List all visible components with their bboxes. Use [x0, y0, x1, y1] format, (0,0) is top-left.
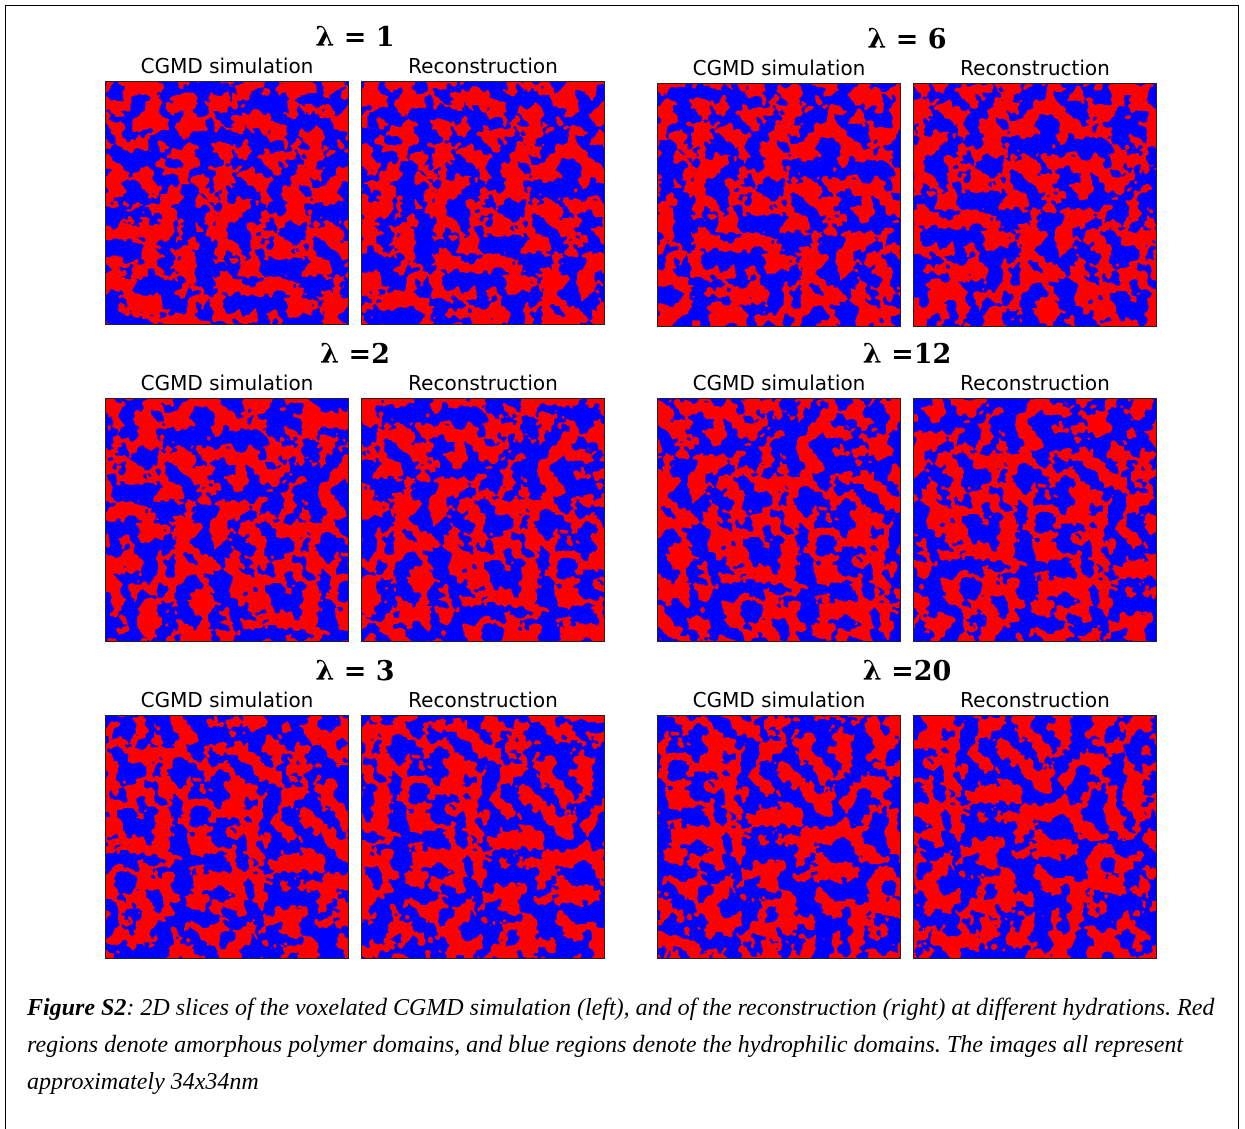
slice-image [657, 715, 901, 959]
pattern [914, 84, 1156, 326]
slice-image [361, 81, 605, 325]
caption-text: : 2D slices of the voxelated CGMD simula… [27, 995, 1215, 1095]
pattern [362, 399, 604, 641]
pattern [658, 84, 900, 326]
right-label: Reconstruction [408, 54, 558, 78]
left-label: CGMD simulation [140, 371, 314, 395]
caption: Figure S2: 2D slices of the voxelated CG… [27, 990, 1217, 1101]
right-label: Reconstruction [960, 56, 1110, 80]
panel-title: λ =2 [320, 339, 390, 370]
pattern [914, 399, 1156, 641]
right-label: Reconstruction [960, 688, 1110, 712]
pattern [106, 399, 348, 641]
slice-image [105, 715, 349, 959]
pattern [914, 716, 1156, 958]
pattern [658, 399, 900, 641]
left-label: CGMD simulation [692, 688, 866, 712]
slice-image [657, 83, 901, 327]
caption-label: Figure S2 [27, 995, 127, 1021]
right-label: Reconstruction [408, 371, 558, 395]
pattern [106, 716, 348, 958]
slice-image [913, 398, 1157, 642]
pattern [362, 716, 604, 958]
right-label: Reconstruction [408, 688, 558, 712]
frame [5, 5, 1239, 1129]
panel-title: λ = 6 [867, 24, 947, 55]
slice-image [361, 398, 605, 642]
pattern [658, 716, 900, 958]
right-label: Reconstruction [960, 371, 1110, 395]
left-label: CGMD simulation [692, 371, 866, 395]
slice-image [361, 715, 605, 959]
slice-image [105, 398, 349, 642]
pattern [362, 82, 604, 324]
slice-image [657, 398, 901, 642]
slice-image [913, 83, 1157, 327]
slice-image [913, 715, 1157, 959]
left-label: CGMD simulation [140, 688, 314, 712]
pattern [106, 82, 348, 324]
panel-title: λ = 3 [315, 656, 395, 687]
left-label: CGMD simulation [140, 54, 314, 78]
panel-title: λ =12 [862, 339, 952, 370]
panel-title: λ =20 [862, 656, 952, 687]
slice-image [105, 81, 349, 325]
left-label: CGMD simulation [692, 56, 866, 80]
panel-title: λ = 1 [315, 22, 395, 53]
